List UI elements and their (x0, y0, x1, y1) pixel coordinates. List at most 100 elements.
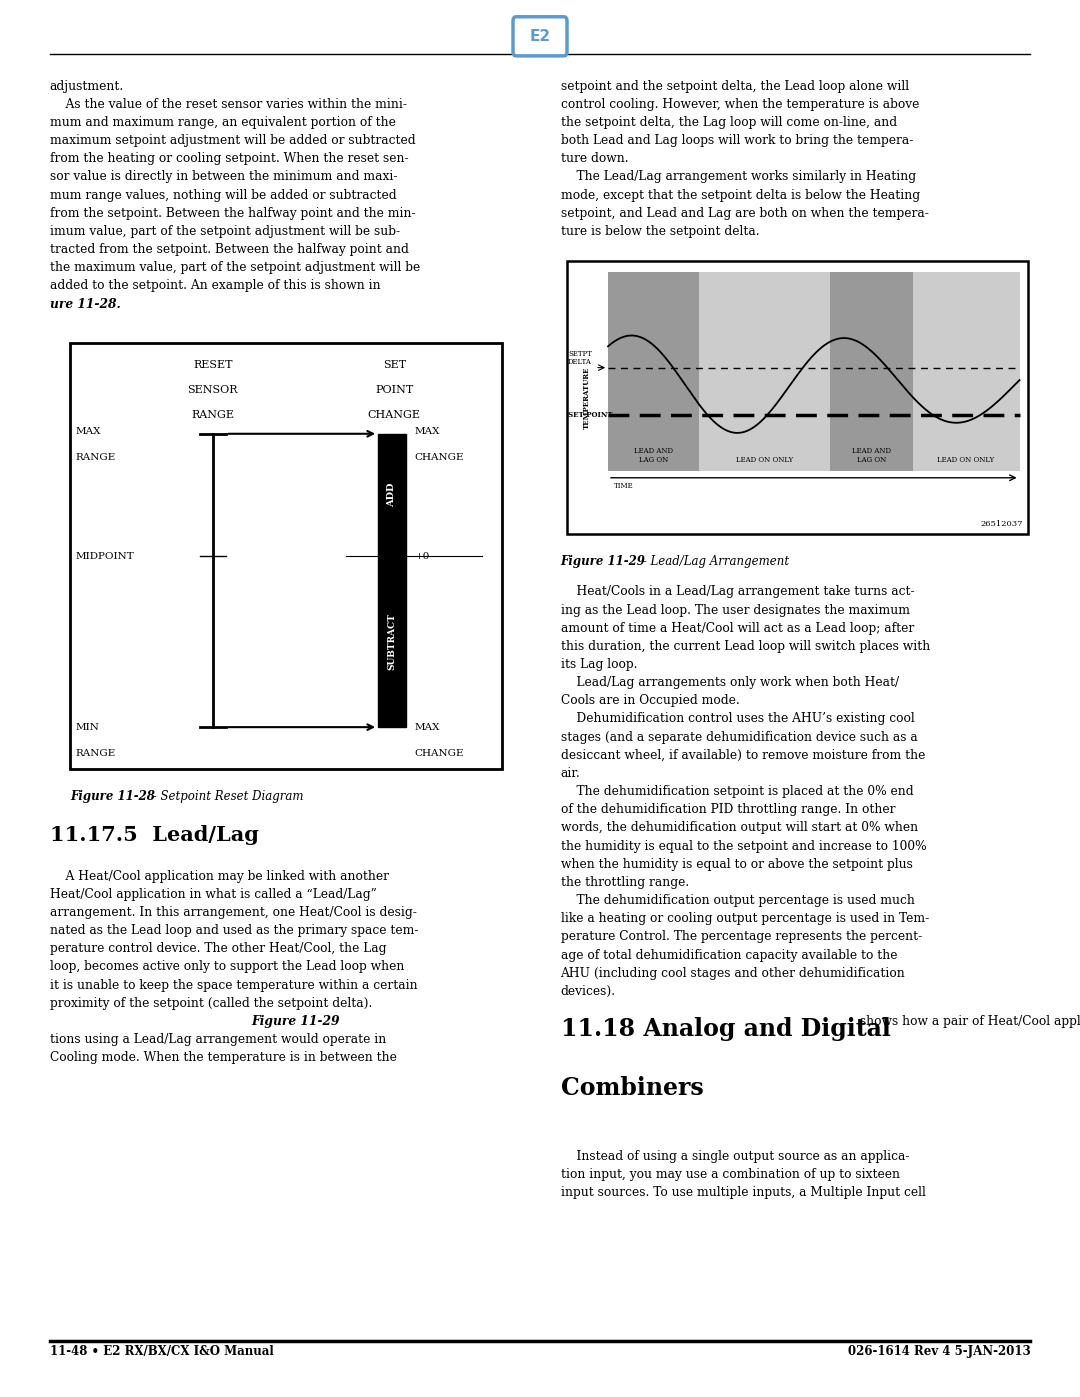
Text: maximum setpoint adjustment will be added or subtracted: maximum setpoint adjustment will be adde… (50, 134, 416, 147)
Text: when the humidity is equal to or above the setpoint plus: when the humidity is equal to or above t… (561, 858, 913, 870)
Bar (378, 556, 406, 728)
Text: CHANGE: CHANGE (415, 454, 464, 462)
Text: LEAD ON ONLY: LEAD ON ONLY (735, 455, 793, 464)
Text: proximity of the setpoint (called the setpoint delta).: proximity of the setpoint (called the se… (50, 997, 372, 1010)
Text: its Lag loop.: its Lag loop. (561, 658, 637, 671)
Text: RANGE: RANGE (76, 750, 116, 759)
Text: devices).: devices). (561, 985, 616, 997)
Text: RANGE: RANGE (76, 454, 116, 462)
Text: Dehumidification control uses the AHU’s existing cool: Dehumidification control uses the AHU’s … (561, 712, 915, 725)
Text: mum range values, nothing will be added or subtracted: mum range values, nothing will be added … (50, 189, 396, 201)
Text: SET: SET (382, 360, 406, 370)
Text: the humidity is equal to the setpoint and increase to 100%: the humidity is equal to the setpoint an… (561, 840, 927, 852)
Text: MAX: MAX (76, 427, 102, 436)
Text: nated as the Lead loop and used as the primary space tem-: nated as the Lead loop and used as the p… (50, 925, 418, 937)
Bar (378, 434, 406, 556)
Text: words, the dehumidification output will start at 0% when: words, the dehumidification output will … (561, 821, 918, 834)
Text: ture down.: ture down. (561, 152, 629, 165)
Text: imum value, part of the setpoint adjustment will be sub-: imum value, part of the setpoint adjustm… (50, 225, 400, 237)
Text: air.: air. (561, 767, 580, 780)
Text: of the dehumidification PID throttling range. In other: of the dehumidification PID throttling r… (561, 803, 895, 816)
Text: MIDPOINT: MIDPOINT (76, 552, 134, 560)
Text: perature Control. The percentage represents the percent-: perature Control. The percentage represe… (561, 930, 921, 943)
Text: TIME: TIME (613, 482, 633, 490)
Bar (699, 272, 831, 471)
Text: +0: +0 (415, 552, 430, 560)
Text: this duration, the current Lead loop will switch places with: this duration, the current Lead loop wil… (561, 640, 930, 652)
Text: POINT: POINT (375, 386, 414, 395)
Text: 26512037: 26512037 (981, 520, 1023, 528)
Text: ing as the Lead loop. The user designates the maximum: ing as the Lead loop. The user designate… (561, 604, 909, 616)
Text: SET POINT: SET POINT (568, 411, 612, 419)
Text: RANGE: RANGE (191, 411, 234, 420)
Text: The Lead/Lag arrangement works similarly in Heating: The Lead/Lag arrangement works similarly… (561, 170, 916, 183)
Text: control cooling. However, when the temperature is above: control cooling. However, when the tempe… (561, 98, 919, 110)
Text: LEAD AND
LAG ON: LEAD AND LAG ON (852, 447, 891, 464)
Text: setpoint and the setpoint delta, the Lead loop alone will: setpoint and the setpoint delta, the Lea… (561, 80, 908, 92)
Text: SUBTRACT: SUBTRACT (388, 613, 396, 671)
Text: LEAD ON ONLY: LEAD ON ONLY (937, 455, 995, 464)
Text: Instead of using a single output source as an applica-: Instead of using a single output source … (561, 1150, 909, 1162)
Text: The dehumidification setpoint is placed at the 0% end: The dehumidification setpoint is placed … (561, 785, 914, 798)
Text: Heat/Cool application in what is called a “Lead/Lag”: Heat/Cool application in what is called … (50, 888, 377, 901)
Text: Lead/Lag arrangements only work when both Heat/: Lead/Lag arrangements only work when bot… (561, 676, 899, 689)
Text: Combiners: Combiners (561, 1076, 703, 1099)
Text: Figure 11-29: Figure 11-29 (561, 555, 646, 567)
Text: TEMPERATURE: TEMPERATURE (582, 366, 591, 429)
Text: LEAD AND
LAG ON: LEAD AND LAG ON (634, 447, 673, 464)
Text: MAX: MAX (415, 427, 441, 436)
Text: DELTA: DELTA (568, 358, 592, 366)
Text: MIN: MIN (76, 724, 99, 732)
Text: Figure 11-28: Figure 11-28 (70, 791, 156, 803)
Text: from the heating or cooling setpoint. When the reset sen-: from the heating or cooling setpoint. Wh… (50, 152, 408, 165)
Text: 026-1614 Rev 4 5-JAN-2013: 026-1614 Rev 4 5-JAN-2013 (848, 1345, 1030, 1358)
Text: mode, except that the setpoint delta is below the Heating: mode, except that the setpoint delta is … (561, 189, 920, 201)
Text: added to the setpoint. An example of this is shown in: added to the setpoint. An example of thi… (50, 279, 384, 292)
Text: - Setpoint Reset Diagram: - Setpoint Reset Diagram (149, 791, 303, 803)
Text: adjustment.: adjustment. (50, 80, 124, 92)
Bar (567, 261, 1028, 534)
Text: CHANGE: CHANGE (367, 411, 421, 420)
Text: 11-48 • E2 RX/BX/CX I&O Manual: 11-48 • E2 RX/BX/CX I&O Manual (50, 1345, 273, 1358)
Text: it is unable to keep the space temperature within a certain: it is unable to keep the space temperatu… (50, 979, 417, 992)
Text: SETPT: SETPT (568, 349, 592, 358)
Text: age of total dehumidification capacity available to the: age of total dehumidification capacity a… (561, 949, 897, 961)
Text: MAX: MAX (415, 724, 441, 732)
Text: Figure 11-29: Figure 11-29 (252, 1016, 340, 1028)
Text: Heat/Cools in a Lead/Lag arrangement take turns act-: Heat/Cools in a Lead/Lag arrangement tak… (561, 585, 914, 598)
Text: the maximum value, part of the setpoint adjustment will be: the maximum value, part of the setpoint … (50, 261, 420, 274)
Text: 11.17.5  Lead/Lag: 11.17.5 Lead/Lag (50, 826, 258, 845)
Text: input sources. To use multiple inputs, a Multiple Input cell: input sources. To use multiple inputs, a… (561, 1186, 926, 1199)
Text: ure 11-28.: ure 11-28. (50, 298, 121, 310)
Text: tions using a Lead/Lag arrangement would operate in: tions using a Lead/Lag arrangement would… (50, 1034, 386, 1046)
Text: Cools are in Occupied mode.: Cools are in Occupied mode. (561, 694, 740, 707)
Text: the setpoint delta, the Lag loop will come on-line, and: the setpoint delta, the Lag loop will co… (561, 116, 896, 129)
Text: - Lead/Lag Arrangement: - Lead/Lag Arrangement (639, 555, 789, 567)
Text: mum and maximum range, an equivalent portion of the: mum and maximum range, an equivalent por… (50, 116, 395, 129)
Text: Cooling mode. When the temperature is in between the: Cooling mode. When the temperature is in… (50, 1052, 396, 1065)
Text: perature control device. The other Heat/Cool, the Lag: perature control device. The other Heat/… (50, 943, 387, 956)
Text: As the value of the reset sensor varies within the mini-: As the value of the reset sensor varies … (50, 98, 407, 110)
Text: CHANGE: CHANGE (415, 750, 464, 759)
Text: A Heat/Cool application may be linked with another: A Heat/Cool application may be linked wi… (50, 870, 389, 883)
Text: loop, becomes active only to support the Lead loop when: loop, becomes active only to support the… (50, 961, 404, 974)
Text: setpoint, and Lead and Lag are both on when the tempera-: setpoint, and Lead and Lag are both on w… (561, 207, 929, 219)
Bar (831, 272, 913, 471)
Text: ADD: ADD (388, 483, 396, 507)
Text: both Lead and Lag loops will work to bring the tempera-: both Lead and Lag loops will work to bri… (561, 134, 913, 147)
Text: The dehumidification output percentage is used much: The dehumidification output percentage i… (561, 894, 915, 907)
Text: SENSOR: SENSOR (188, 386, 238, 395)
Text: RESET: RESET (193, 360, 232, 370)
Text: stages (and a separate dehumidification device such as a: stages (and a separate dehumidification … (561, 731, 917, 743)
Text: shows how a pair of Heat/Cool applica-: shows how a pair of Heat/Cool applica- (855, 1016, 1080, 1028)
Text: sor value is directly in between the minimum and maxi-: sor value is directly in between the min… (50, 170, 397, 183)
Text: the throttling range.: the throttling range. (561, 876, 689, 888)
Text: from the setpoint. Between the halfway point and the min-: from the setpoint. Between the halfway p… (50, 207, 416, 219)
Text: amount of time a Heat/Cool will act as a Lead loop; after: amount of time a Heat/Cool will act as a… (561, 622, 914, 634)
Bar (913, 272, 1020, 471)
Text: desiccant wheel, if available) to remove moisture from the: desiccant wheel, if available) to remove… (561, 749, 924, 761)
Bar (608, 272, 699, 471)
Text: ture is below the setpoint delta.: ture is below the setpoint delta. (561, 225, 759, 237)
Bar (70, 344, 502, 770)
Text: like a heating or cooling output percentage is used in Tem-: like a heating or cooling output percent… (561, 912, 929, 925)
